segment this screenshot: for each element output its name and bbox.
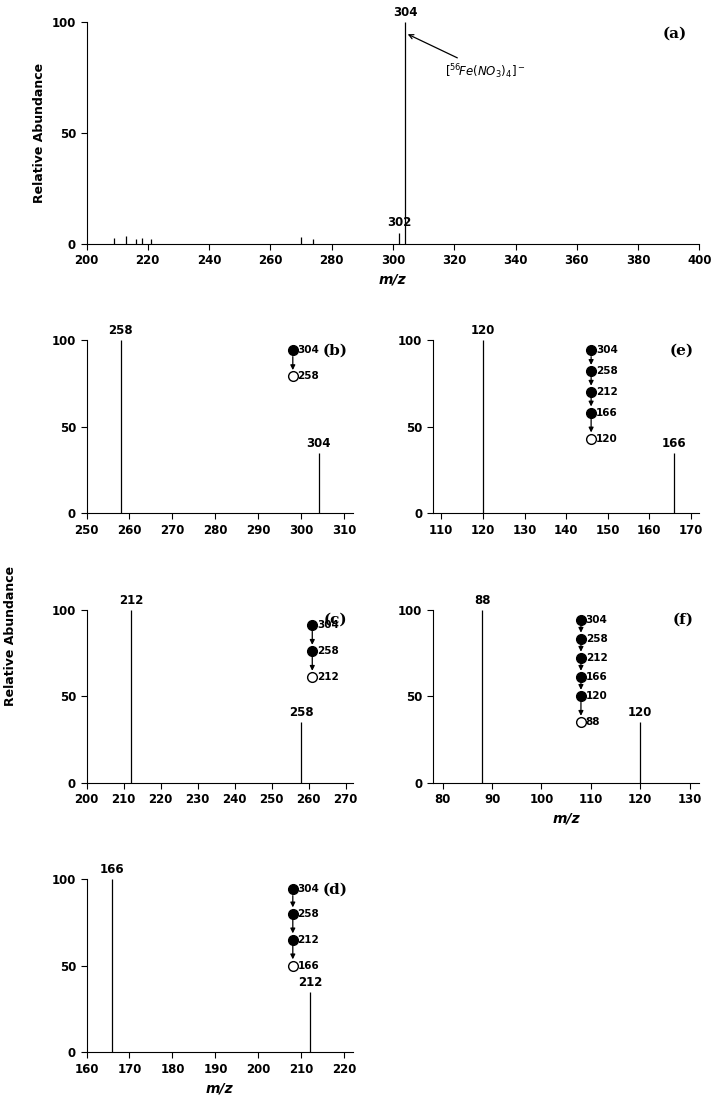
Text: Relative Abundance: Relative Abundance [4,566,17,706]
Text: (d): (d) [322,882,348,897]
Text: 258: 258 [109,324,133,338]
Text: 88: 88 [474,594,490,607]
Text: 212: 212 [585,653,608,663]
Text: 304: 304 [298,345,319,355]
Text: (a): (a) [663,26,687,41]
Text: 304: 304 [393,5,417,19]
X-axis label: m/z: m/z [552,812,580,825]
Text: (f): (f) [673,613,694,627]
Text: 212: 212 [298,935,319,945]
Text: 258: 258 [298,372,319,381]
Text: 304: 304 [317,620,339,630]
Text: (b): (b) [322,343,348,357]
Text: 166: 166 [662,437,686,450]
Text: 302: 302 [387,216,411,229]
Text: 258: 258 [585,633,608,644]
Text: $[^{56}\!Fe(NO_3)_4]^-$: $[^{56}\!Fe(NO_3)_4]^-$ [409,35,526,80]
Text: 166: 166 [298,960,319,971]
Text: 88: 88 [585,717,601,727]
Text: 212: 212 [317,672,339,682]
Text: 120: 120 [471,324,495,338]
Text: (e): (e) [670,343,694,357]
Text: 304: 304 [298,884,319,894]
Text: 120: 120 [628,707,653,719]
Text: 212: 212 [596,387,618,397]
Text: 212: 212 [119,594,143,607]
Text: 304: 304 [596,345,618,355]
Text: 166: 166 [100,864,125,877]
Text: 258: 258 [289,707,314,719]
X-axis label: m/z: m/z [379,273,407,287]
Text: 304: 304 [585,615,608,625]
Text: 120: 120 [596,434,618,444]
Text: (c): (c) [324,613,348,627]
Text: 304: 304 [306,437,331,450]
Text: 258: 258 [298,909,319,918]
Y-axis label: Relative Abundance: Relative Abundance [33,62,46,203]
Text: 258: 258 [596,366,618,376]
Text: 166: 166 [596,408,618,418]
Text: 120: 120 [585,692,608,701]
X-axis label: m/z: m/z [206,1081,234,1095]
Text: 212: 212 [298,975,322,989]
Text: 258: 258 [317,646,339,657]
Text: 166: 166 [585,672,608,682]
